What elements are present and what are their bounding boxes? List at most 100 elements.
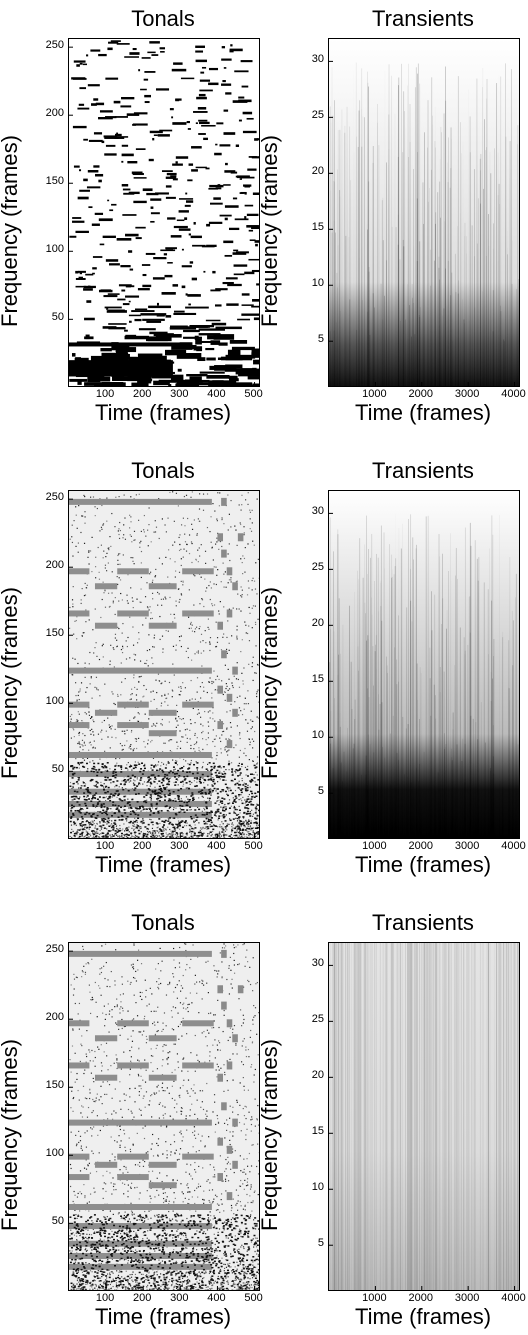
speckle: [210, 821, 213, 824]
speckle: [238, 834, 240, 836]
tonal-mark: [221, 46, 226, 49]
speckle: [198, 780, 201, 783]
speckle: [82, 749, 84, 751]
tonal-mark: [248, 229, 254, 232]
speckle: [165, 764, 168, 766]
speckle: [141, 822, 143, 824]
speckle: [244, 747, 246, 750]
speckle: [256, 763, 258, 765]
x-tick-label: 2000: [408, 840, 433, 852]
transient-streak: [408, 519, 409, 838]
speckle: [182, 835, 184, 837]
transient-streak: [337, 129, 339, 386]
speckle: [182, 517, 185, 519]
speckle: [228, 812, 231, 815]
speckle: [152, 830, 154, 832]
speckle: [102, 824, 105, 827]
speckle: [142, 783, 144, 785]
tonal-mark: [196, 346, 203, 352]
speckle: [107, 736, 109, 738]
speckle: [177, 797, 179, 799]
speckle: [163, 1288, 165, 1290]
speckle: [69, 1163, 72, 1166]
transient-streak: [369, 334, 371, 386]
tonal-mark: [129, 268, 134, 271]
speckle: [251, 579, 253, 582]
speckle: [156, 691, 158, 694]
tonal-mark: [115, 347, 137, 353]
transient-streak: [400, 656, 401, 838]
transient-streak: [423, 751, 425, 838]
note-block: [217, 533, 224, 542]
transient-streak: [367, 71, 369, 386]
speckle: [177, 825, 180, 827]
speckle: [143, 800, 146, 803]
speckle: [180, 808, 183, 811]
transient-streak: [390, 784, 392, 838]
speckle: [96, 771, 99, 774]
speckle: [162, 779, 165, 782]
background: [329, 491, 519, 838]
x-tick-label: 4000: [501, 840, 526, 852]
speckle: [254, 767, 257, 769]
tonal-mark: [195, 45, 205, 48]
transient-streak: [351, 708, 353, 838]
speckle: [106, 1081, 109, 1083]
tonal-mark: [249, 239, 256, 241]
speckle: [252, 837, 254, 838]
tonal-mark: [205, 347, 215, 351]
speckle: [149, 606, 151, 608]
speckle: [127, 1286, 129, 1289]
speckle: [222, 562, 224, 564]
speckle: [248, 758, 250, 761]
speckle: [133, 825, 135, 828]
plot-area: [328, 490, 520, 839]
tonal-mark: [189, 376, 202, 381]
speckle: [120, 648, 123, 651]
transient-streak: [364, 602, 366, 838]
speckle: [190, 762, 192, 764]
transient-streak: [377, 103, 378, 386]
speckle: [252, 679, 254, 682]
speckle: [157, 810, 160, 813]
speckle: [247, 820, 250, 822]
speckle: [112, 825, 115, 827]
transient-streak: [505, 136, 507, 386]
speckle: [71, 806, 74, 809]
speckle: [116, 639, 118, 641]
tonal-mark: [233, 249, 239, 252]
speckle: [81, 835, 83, 838]
speckle: [190, 722, 192, 725]
speckle: [105, 821, 107, 824]
tonal-mark: [144, 101, 150, 104]
speckle: [209, 824, 211, 826]
tonal-mark: [83, 138, 88, 141]
speckle: [167, 630, 169, 632]
speckle: [207, 1179, 209, 1181]
speckle: [217, 1231, 219, 1234]
transient-streak: [367, 789, 369, 838]
transient-streak: [378, 611, 379, 838]
speckle: [90, 676, 92, 678]
speckle: [201, 681, 203, 684]
speckle: [257, 836, 259, 838]
speckle: [159, 789, 162, 792]
speckle: [224, 664, 226, 666]
speckle: [103, 765, 106, 767]
speckle: [168, 789, 171, 792]
speckle: [109, 726, 111, 728]
speckle: [148, 524, 150, 526]
speckle: [191, 561, 193, 564]
speckle: [167, 782, 169, 784]
speckle: [242, 573, 244, 575]
speckle: [217, 799, 219, 802]
tonal-mark: [165, 185, 172, 188]
speckle: [254, 817, 257, 820]
speckle: [216, 574, 218, 576]
speckle: [232, 773, 234, 775]
speckle: [131, 769, 133, 771]
transient-streak: [484, 742, 486, 838]
transient-streak: [412, 559, 414, 838]
tonal-mark: [198, 93, 206, 97]
speckle: [78, 732, 80, 734]
